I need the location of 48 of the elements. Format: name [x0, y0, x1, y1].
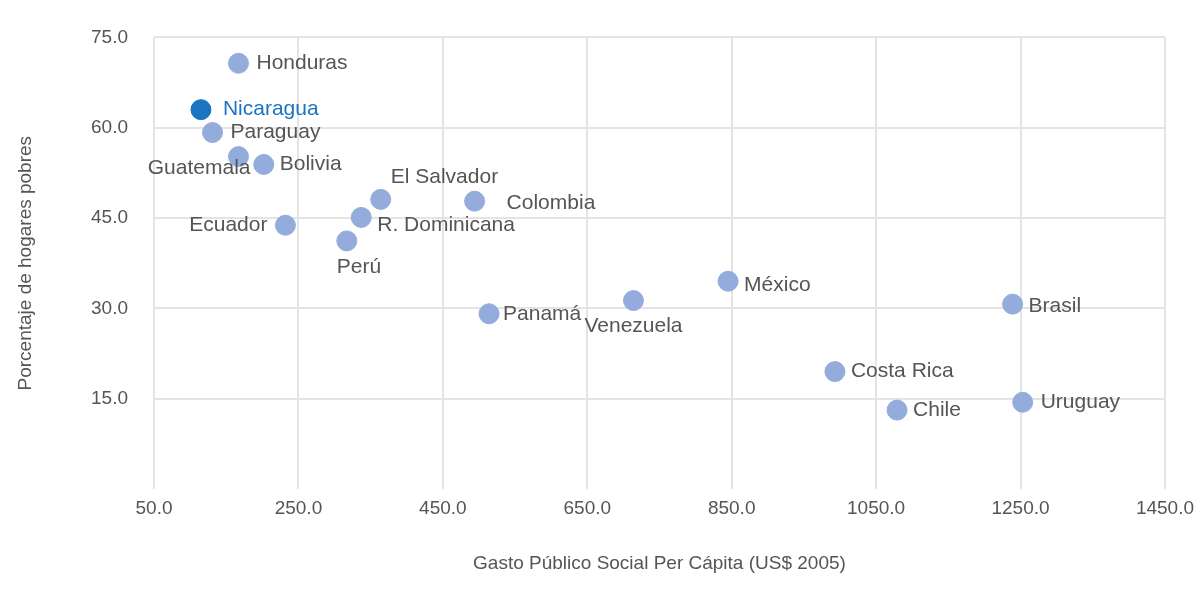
point	[1012, 391, 1034, 413]
point	[622, 290, 644, 312]
annotation: Colombia	[506, 189, 596, 213]
x-tick-label: 250.0	[274, 496, 323, 518]
annotation: Ecuador	[189, 212, 268, 236]
point	[1002, 293, 1024, 315]
x-tick-label: 1250.0	[991, 496, 1050, 518]
annotation: Chile	[913, 396, 961, 420]
annotation: Perú	[336, 253, 382, 277]
annotation: Honduras	[256, 50, 348, 74]
y-tick-label: 75.0	[91, 25, 128, 47]
annotation: Costa Rica	[850, 358, 954, 382]
y-tick-label: 45.0	[91, 206, 128, 228]
point	[464, 190, 486, 212]
x-tick-label: 50.0	[135, 496, 173, 518]
x-tick-label: 650.0	[563, 496, 612, 518]
annotation: Brasil	[1028, 292, 1082, 316]
point	[227, 52, 249, 74]
x-tick-label: 450.0	[419, 496, 467, 518]
annotation: Panamá	[503, 300, 582, 324]
y-axis-title: Porcentaje de hogares pobres	[13, 135, 35, 391]
annotation: Nicaragua	[222, 96, 319, 120]
x-tick-label: 1050.0	[847, 496, 906, 518]
point	[717, 270, 739, 292]
point	[201, 122, 223, 144]
annotation: México	[744, 272, 811, 296]
y-tick-label: 15.0	[91, 386, 128, 408]
point	[886, 399, 908, 421]
annotation: Paraguay	[230, 119, 321, 143]
point	[253, 153, 275, 175]
x-tick-label: 1450.0	[1135, 496, 1195, 518]
annotation: R. Dominicana	[377, 212, 516, 236]
point	[478, 303, 500, 325]
annotation: El Salvador	[390, 164, 499, 188]
point	[824, 361, 846, 383]
point	[274, 214, 296, 236]
y-tick-label: 30.0	[91, 296, 128, 318]
annotation: Venezuela	[584, 313, 683, 337]
point	[370, 188, 392, 210]
x-tick-label: 850.0	[707, 496, 756, 518]
point	[350, 206, 372, 228]
annotation: Uruguay	[1040, 389, 1121, 413]
annotation: Guatemala	[147, 155, 251, 179]
annotation: Bolivia	[279, 151, 342, 175]
point	[336, 230, 358, 252]
y-tick-label: 60.0	[91, 115, 128, 137]
x-axis-title: Gasto Público Social Per Cápita (US$ 2005)	[473, 551, 846, 573]
point	[190, 99, 212, 121]
